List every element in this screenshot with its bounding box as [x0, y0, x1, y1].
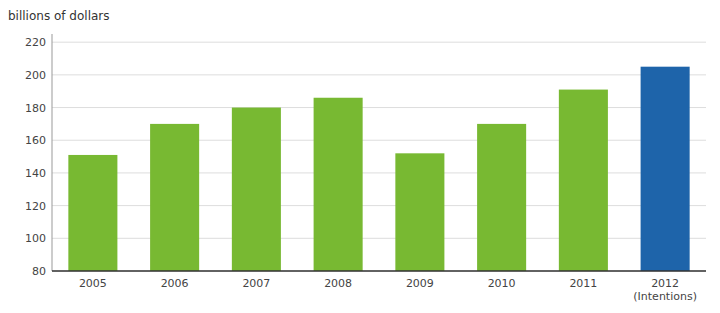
y-tick-label: 160 [25, 134, 46, 147]
y-tick-label: 80 [32, 265, 46, 278]
chart-container: 8010012014016018020022020052006200720082… [0, 0, 720, 313]
y-axis: 80 100 120 140 160 180 200 220 [25, 36, 46, 278]
x-tick-label: 2010 [488, 277, 516, 290]
bar [477, 124, 526, 271]
bar [150, 124, 199, 271]
y-axis-label: billions of dollars [8, 9, 110, 23]
bar [68, 155, 117, 271]
x-tick-label: 2011 [569, 277, 597, 290]
bar [232, 108, 281, 271]
y-axis-line [52, 34, 53, 271]
y-tick-label: 140 [25, 167, 46, 180]
bar [314, 98, 363, 271]
grid-line [52, 42, 706, 43]
x-tick-label: 2007 [242, 277, 270, 290]
bar [641, 67, 690, 271]
y-tick-label: 100 [25, 232, 46, 245]
y-tick-label: 120 [25, 200, 46, 213]
x-tick-label: 2012(Intentions) [633, 277, 697, 303]
x-tick-label: 2008 [324, 277, 352, 290]
x-tick-label: 2006 [161, 277, 189, 290]
bars [68, 67, 689, 271]
grid-line [52, 74, 706, 75]
grid-line [52, 107, 706, 108]
x-tick-label: 2009 [406, 277, 434, 290]
y-tick-label: 180 [25, 102, 46, 115]
bar [395, 153, 444, 271]
x-axis-line [52, 270, 706, 272]
bar [559, 90, 608, 271]
chart: 8010012014016018020022020052006200720082… [0, 0, 720, 313]
x-axis: 2005 2006 2007 2008 2009 2010 2011 2012(Intenti… [79, 277, 697, 303]
grid [52, 42, 706, 271]
x-tick-label: 2005 [79, 277, 107, 290]
grid-line [52, 271, 706, 272]
y-tick-label: 200 [25, 69, 46, 82]
y-tick-label: 220 [25, 36, 46, 49]
